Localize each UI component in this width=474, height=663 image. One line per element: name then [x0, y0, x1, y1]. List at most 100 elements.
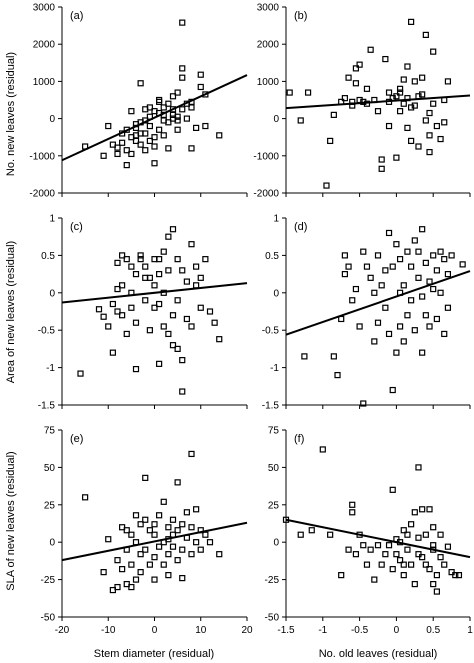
points-e [82, 450, 223, 594]
data-point [341, 252, 348, 259]
data-point [188, 551, 195, 558]
data-point [137, 521, 144, 528]
data-point [188, 450, 195, 458]
data-point [433, 572, 440, 579]
y-tick-label-c: 0.5 [41, 251, 55, 262]
data-point [105, 323, 112, 330]
data-point [400, 527, 407, 534]
data-point [183, 509, 190, 516]
data-point [137, 141, 144, 148]
data-point [132, 576, 140, 583]
y-tick-label-f: 25 [268, 500, 280, 511]
data-point [433, 267, 440, 274]
data-point [193, 263, 200, 270]
data-point [197, 71, 204, 78]
data-point [188, 241, 195, 248]
data-point [433, 122, 440, 130]
data-point [156, 126, 163, 133]
data-point [123, 147, 130, 154]
data-point [160, 132, 167, 139]
data-point [404, 248, 411, 255]
data-point [114, 308, 121, 315]
data-point [408, 137, 415, 145]
fit-line-b [285, 94, 471, 110]
panel-label-e: (e) [70, 433, 83, 445]
y-axis-label-row3: SLA of new leaves (residual) [5, 451, 17, 590]
data-point [128, 263, 135, 270]
data-point [77, 370, 84, 377]
data-point [202, 256, 209, 263]
data-point [151, 134, 158, 141]
data-point [356, 61, 363, 68]
data-point [119, 566, 126, 573]
data-point [389, 486, 396, 493]
data-point [382, 304, 389, 311]
data-point [286, 89, 293, 96]
y-tick-label-f: 50 [268, 463, 280, 474]
data-point [411, 78, 418, 85]
data-point [408, 561, 415, 568]
data-point [349, 297, 356, 304]
data-point [371, 338, 378, 345]
data-point [327, 531, 334, 538]
x-tick-label-e: 10 [195, 625, 207, 636]
y-tick-label-a: 0 [49, 114, 55, 125]
data-point [363, 85, 371, 92]
data-point [165, 551, 172, 558]
data-point [360, 542, 367, 549]
y-tick-label-d: 1 [273, 214, 279, 225]
data-point [430, 542, 437, 549]
y-tick-label-e: 0 [49, 538, 55, 549]
data-point [448, 252, 455, 259]
data-point [430, 524, 437, 531]
data-point [128, 583, 135, 591]
x-tick-label-f: -0.5 [351, 625, 369, 636]
data-point [142, 546, 149, 553]
data-point [422, 259, 429, 266]
data-point [169, 93, 177, 100]
data-point [345, 263, 352, 270]
data-point [142, 263, 149, 270]
data-point [197, 83, 204, 91]
data-point [109, 300, 116, 308]
data-point [396, 108, 404, 115]
x-tick-label-f: 1 [467, 625, 473, 636]
data-point [202, 531, 209, 538]
x-tick-label-f: 0 [394, 625, 400, 636]
data-point [389, 263, 396, 270]
data-point [137, 256, 144, 263]
data-point [330, 111, 337, 118]
x-tick-label-e: -10 [101, 625, 116, 636]
data-point [452, 572, 459, 579]
data-point [179, 575, 186, 582]
y-tick-label-e: 25 [44, 500, 56, 511]
data-point [378, 165, 385, 172]
data-point [437, 135, 444, 143]
data-point [156, 96, 163, 104]
data-point [174, 113, 181, 120]
data-point [437, 531, 444, 538]
data-point [114, 150, 121, 158]
data-point [385, 89, 393, 96]
data-point [206, 308, 214, 315]
data-point [400, 572, 407, 579]
data-point [352, 285, 360, 293]
data-point [151, 143, 158, 150]
data-point [389, 566, 396, 573]
data-point [374, 252, 382, 259]
data-point [396, 323, 404, 330]
data-point [119, 312, 126, 319]
data-point [119, 139, 126, 146]
data-point [430, 285, 437, 293]
data-point [297, 531, 304, 538]
data-point [179, 74, 186, 81]
panel-label-c: (c) [70, 221, 83, 233]
data-point [411, 580, 418, 588]
panel-a: -2000 -1000 0 1000 2000 3000 (a) [29, 3, 248, 200]
data-point [179, 357, 186, 364]
data-point [100, 313, 107, 320]
data-point [114, 557, 121, 564]
y-tick-label-c: -1.5 [38, 401, 56, 412]
data-point [165, 572, 172, 579]
